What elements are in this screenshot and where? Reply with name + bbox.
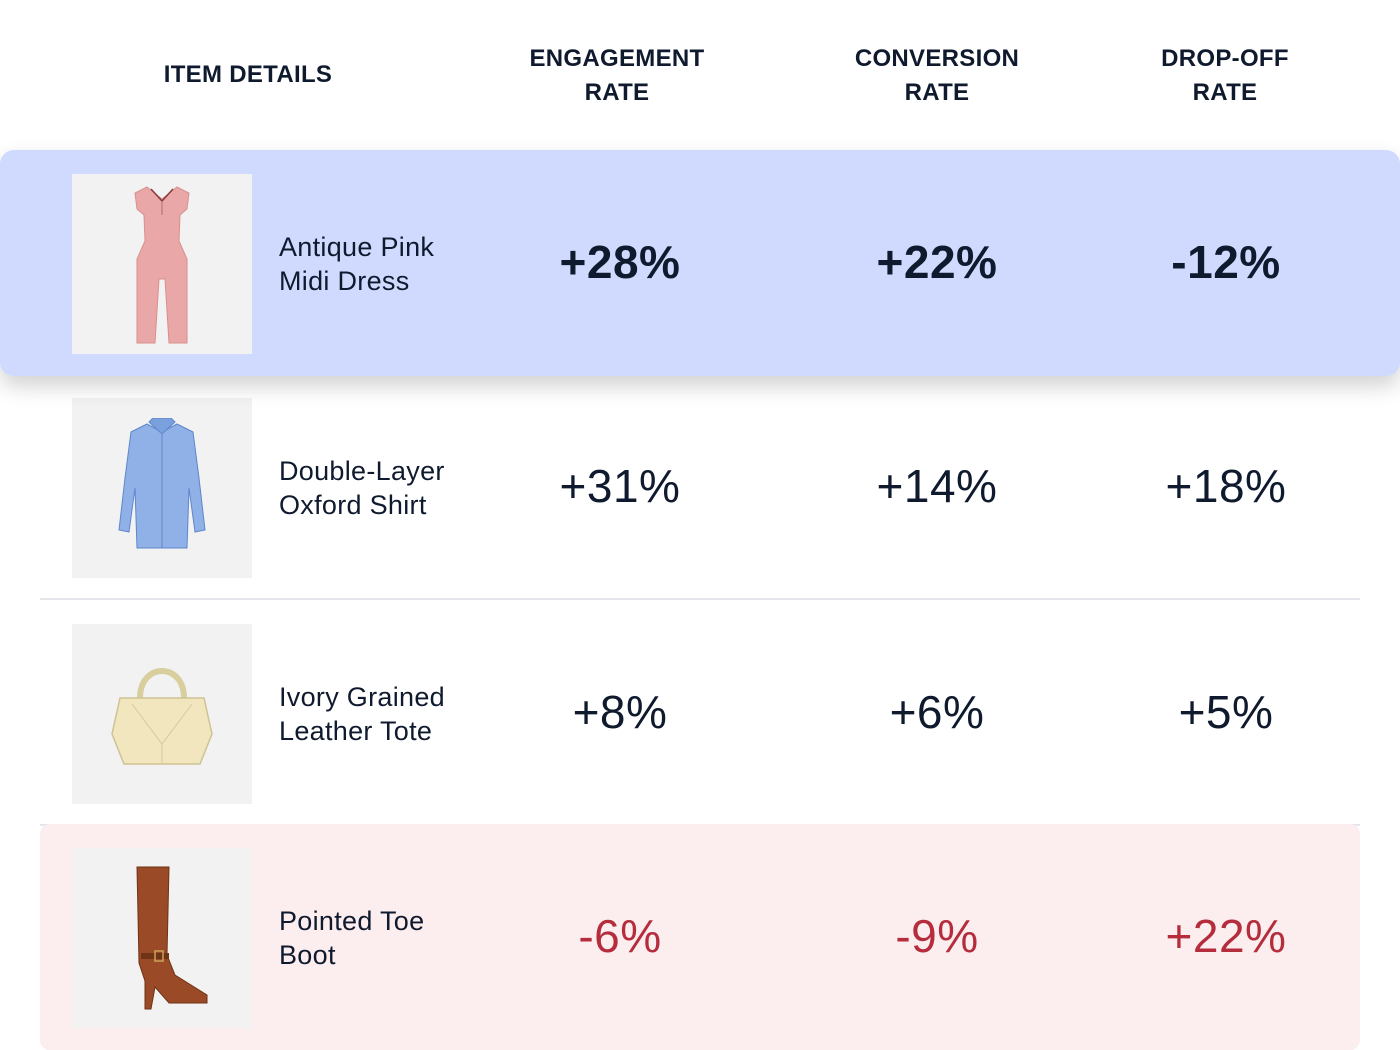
dropoff-value: +5% bbox=[1178, 686, 1274, 738]
item-name: Double-Layer Oxford Shirt bbox=[279, 456, 445, 520]
conversion-value: -9% bbox=[895, 910, 979, 962]
table-row-ivory-grained-leather-tote[interactable]: Ivory Grained Leather Tote +8% +6% +5% bbox=[40, 600, 1360, 826]
pink-dress-icon bbox=[72, 174, 252, 354]
ivory-tote-icon bbox=[72, 624, 252, 804]
item-name: Pointed Toe Boot bbox=[279, 906, 425, 970]
table-row-double-layer-oxford-shirt[interactable]: Double-Layer Oxford Shirt +31% +14% +18% bbox=[40, 374, 1360, 600]
table-row-antique-pink-midi-dress[interactable]: Antique Pink Midi Dress +28% +22% -12% bbox=[0, 150, 1400, 376]
item-name: Antique Pink Midi Dress bbox=[279, 232, 435, 296]
engagement-value: +31% bbox=[559, 460, 681, 512]
engagement-value: +28% bbox=[559, 236, 681, 288]
engagement-value: +8% bbox=[572, 686, 668, 738]
engagement-value: -6% bbox=[578, 910, 662, 962]
item-name: Ivory Grained Leather Tote bbox=[279, 682, 445, 746]
conversion-value: +14% bbox=[876, 460, 998, 512]
brown-boot-icon bbox=[72, 848, 252, 1028]
header-item-details: ITEM DETAILS bbox=[163, 61, 333, 88]
table-row-pointed-toe-boot[interactable]: Pointed Toe Boot -6% -9% +22% bbox=[40, 824, 1360, 1050]
table-header: ITEM DETAILS ENGAGEMENT RATE CONVERSION … bbox=[0, 0, 1400, 150]
conversion-value: +6% bbox=[889, 686, 985, 738]
header-engagement-rate: ENGAGEMENT RATE bbox=[529, 45, 705, 106]
dropoff-value: +18% bbox=[1165, 460, 1287, 512]
header-dropoff-rate: DROP-OFF RATE bbox=[1161, 45, 1289, 106]
header-conversion-rate: CONVERSION RATE bbox=[854, 45, 1020, 106]
dropoff-value: +22% bbox=[1165, 910, 1287, 962]
blue-shirt-icon bbox=[72, 398, 252, 578]
dropoff-value: -12% bbox=[1171, 236, 1281, 288]
conversion-value: +22% bbox=[876, 236, 998, 288]
row-divider bbox=[40, 598, 1360, 600]
